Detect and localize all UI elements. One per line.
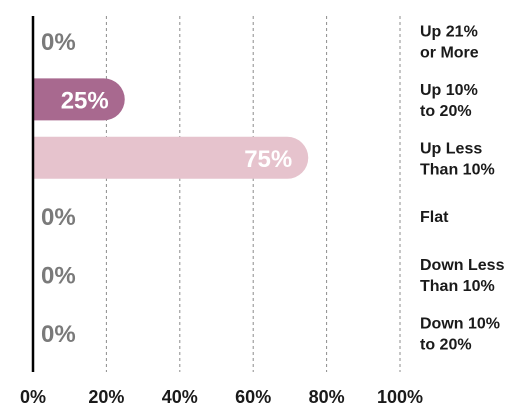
x-tick-label: 60% <box>235 387 271 407</box>
bar <box>33 78 125 121</box>
data-label: 25% <box>61 87 109 114</box>
data-label: 75% <box>244 146 292 173</box>
category-label: Down 10% to 20% <box>420 316 500 354</box>
x-tick-label: 80% <box>309 387 345 407</box>
x-tick-label: 40% <box>162 387 198 407</box>
category-labels: Up 21% or More Up 10% to 20% Up Less Than 10%… <box>420 24 505 354</box>
bars: 0% 25% 75% 0% 0% 0% <box>33 29 309 348</box>
data-label: 0% <box>41 321 76 348</box>
category-label: Up 21% or More <box>420 24 479 62</box>
x-tick-labels: 0% 20% 40% 60% 80% 100% <box>20 387 423 407</box>
data-label: 0% <box>41 263 76 290</box>
category-label: Down Less Than 10% <box>420 257 505 295</box>
gridlines <box>105 16 401 372</box>
x-tick-label: 100% <box>377 387 423 407</box>
x-tick-label: 0% <box>20 387 46 407</box>
data-label: 0% <box>41 204 76 231</box>
category-label: Up Less Than 10% <box>420 140 495 178</box>
category-label: Flat <box>420 209 449 226</box>
x-tick-label: 20% <box>88 387 124 407</box>
data-label: 0% <box>41 29 76 56</box>
category-label: Up 10% to 20% <box>420 82 478 120</box>
bar <box>33 136 309 179</box>
